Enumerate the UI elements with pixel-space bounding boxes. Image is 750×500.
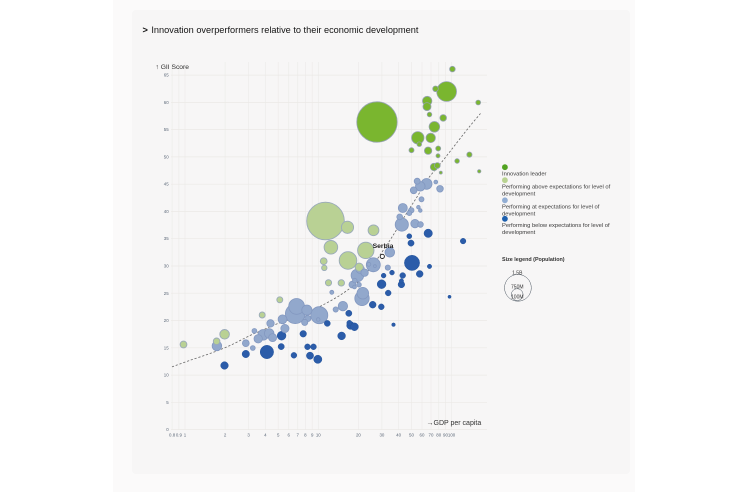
svg-text:45: 45 xyxy=(164,182,169,187)
svg-text:5: 5 xyxy=(166,400,169,405)
svg-text:40: 40 xyxy=(396,433,401,438)
svg-text:5: 5 xyxy=(277,433,280,438)
svg-text:750M: 750M xyxy=(511,284,524,290)
svg-text:1: 1 xyxy=(184,433,187,438)
svg-text:20: 20 xyxy=(164,318,169,323)
svg-text:development: development xyxy=(502,230,536,236)
svg-text:60: 60 xyxy=(164,100,169,105)
svg-text:100: 100 xyxy=(448,433,456,438)
svg-text:40: 40 xyxy=(164,209,169,214)
svg-text:70: 70 xyxy=(429,433,434,438)
svg-text:10: 10 xyxy=(164,373,169,378)
svg-text:30: 30 xyxy=(164,264,169,269)
svg-text:30: 30 xyxy=(379,433,384,438)
svg-text:1.5B: 1.5B xyxy=(512,270,523,276)
svg-text:4: 4 xyxy=(264,433,267,438)
svg-text:Performing at expectations for: Performing at expectations for level of xyxy=(502,205,600,211)
svg-text:50: 50 xyxy=(409,433,414,438)
svg-text:Serbia: Serbia xyxy=(373,243,394,250)
svg-text:0.9: 0.9 xyxy=(176,433,183,438)
svg-text:60: 60 xyxy=(420,433,425,438)
svg-text:Performing above expectations: Performing above expectations for level … xyxy=(502,184,611,190)
svg-text:90: 90 xyxy=(443,433,448,438)
svg-text:10: 10 xyxy=(316,433,321,438)
svg-text:65: 65 xyxy=(164,73,169,78)
svg-text:0.8: 0.8 xyxy=(169,433,176,438)
svg-text:0: 0 xyxy=(166,427,169,432)
svg-text:development: development xyxy=(502,212,536,218)
svg-text:Size legend (Population): Size legend (Population) xyxy=(502,257,565,263)
svg-text:35: 35 xyxy=(164,236,169,241)
svg-text:Innovation leader: Innovation leader xyxy=(502,171,547,177)
svg-text:80: 80 xyxy=(436,433,441,438)
svg-text:25: 25 xyxy=(164,291,169,296)
svg-text:20: 20 xyxy=(356,433,361,438)
svg-text:55: 55 xyxy=(164,127,169,132)
svg-text:2: 2 xyxy=(224,433,227,438)
svg-text:→GDP per capita: →GDP per capita xyxy=(427,420,482,427)
svg-text:development: development xyxy=(502,191,536,197)
svg-text:50: 50 xyxy=(164,154,169,159)
svg-text:3: 3 xyxy=(247,433,250,438)
svg-text:15: 15 xyxy=(164,345,169,350)
svg-text:↑ GII Score: ↑ GII Score xyxy=(156,64,190,71)
svg-text:8: 8 xyxy=(304,433,307,438)
svg-text:6: 6 xyxy=(287,433,290,438)
svg-text:7: 7 xyxy=(296,433,299,438)
svg-text:Performing below expectations: Performing below expectations for level … xyxy=(502,223,610,229)
svg-text:9: 9 xyxy=(311,433,314,438)
svg-text:100M: 100M xyxy=(511,295,524,301)
